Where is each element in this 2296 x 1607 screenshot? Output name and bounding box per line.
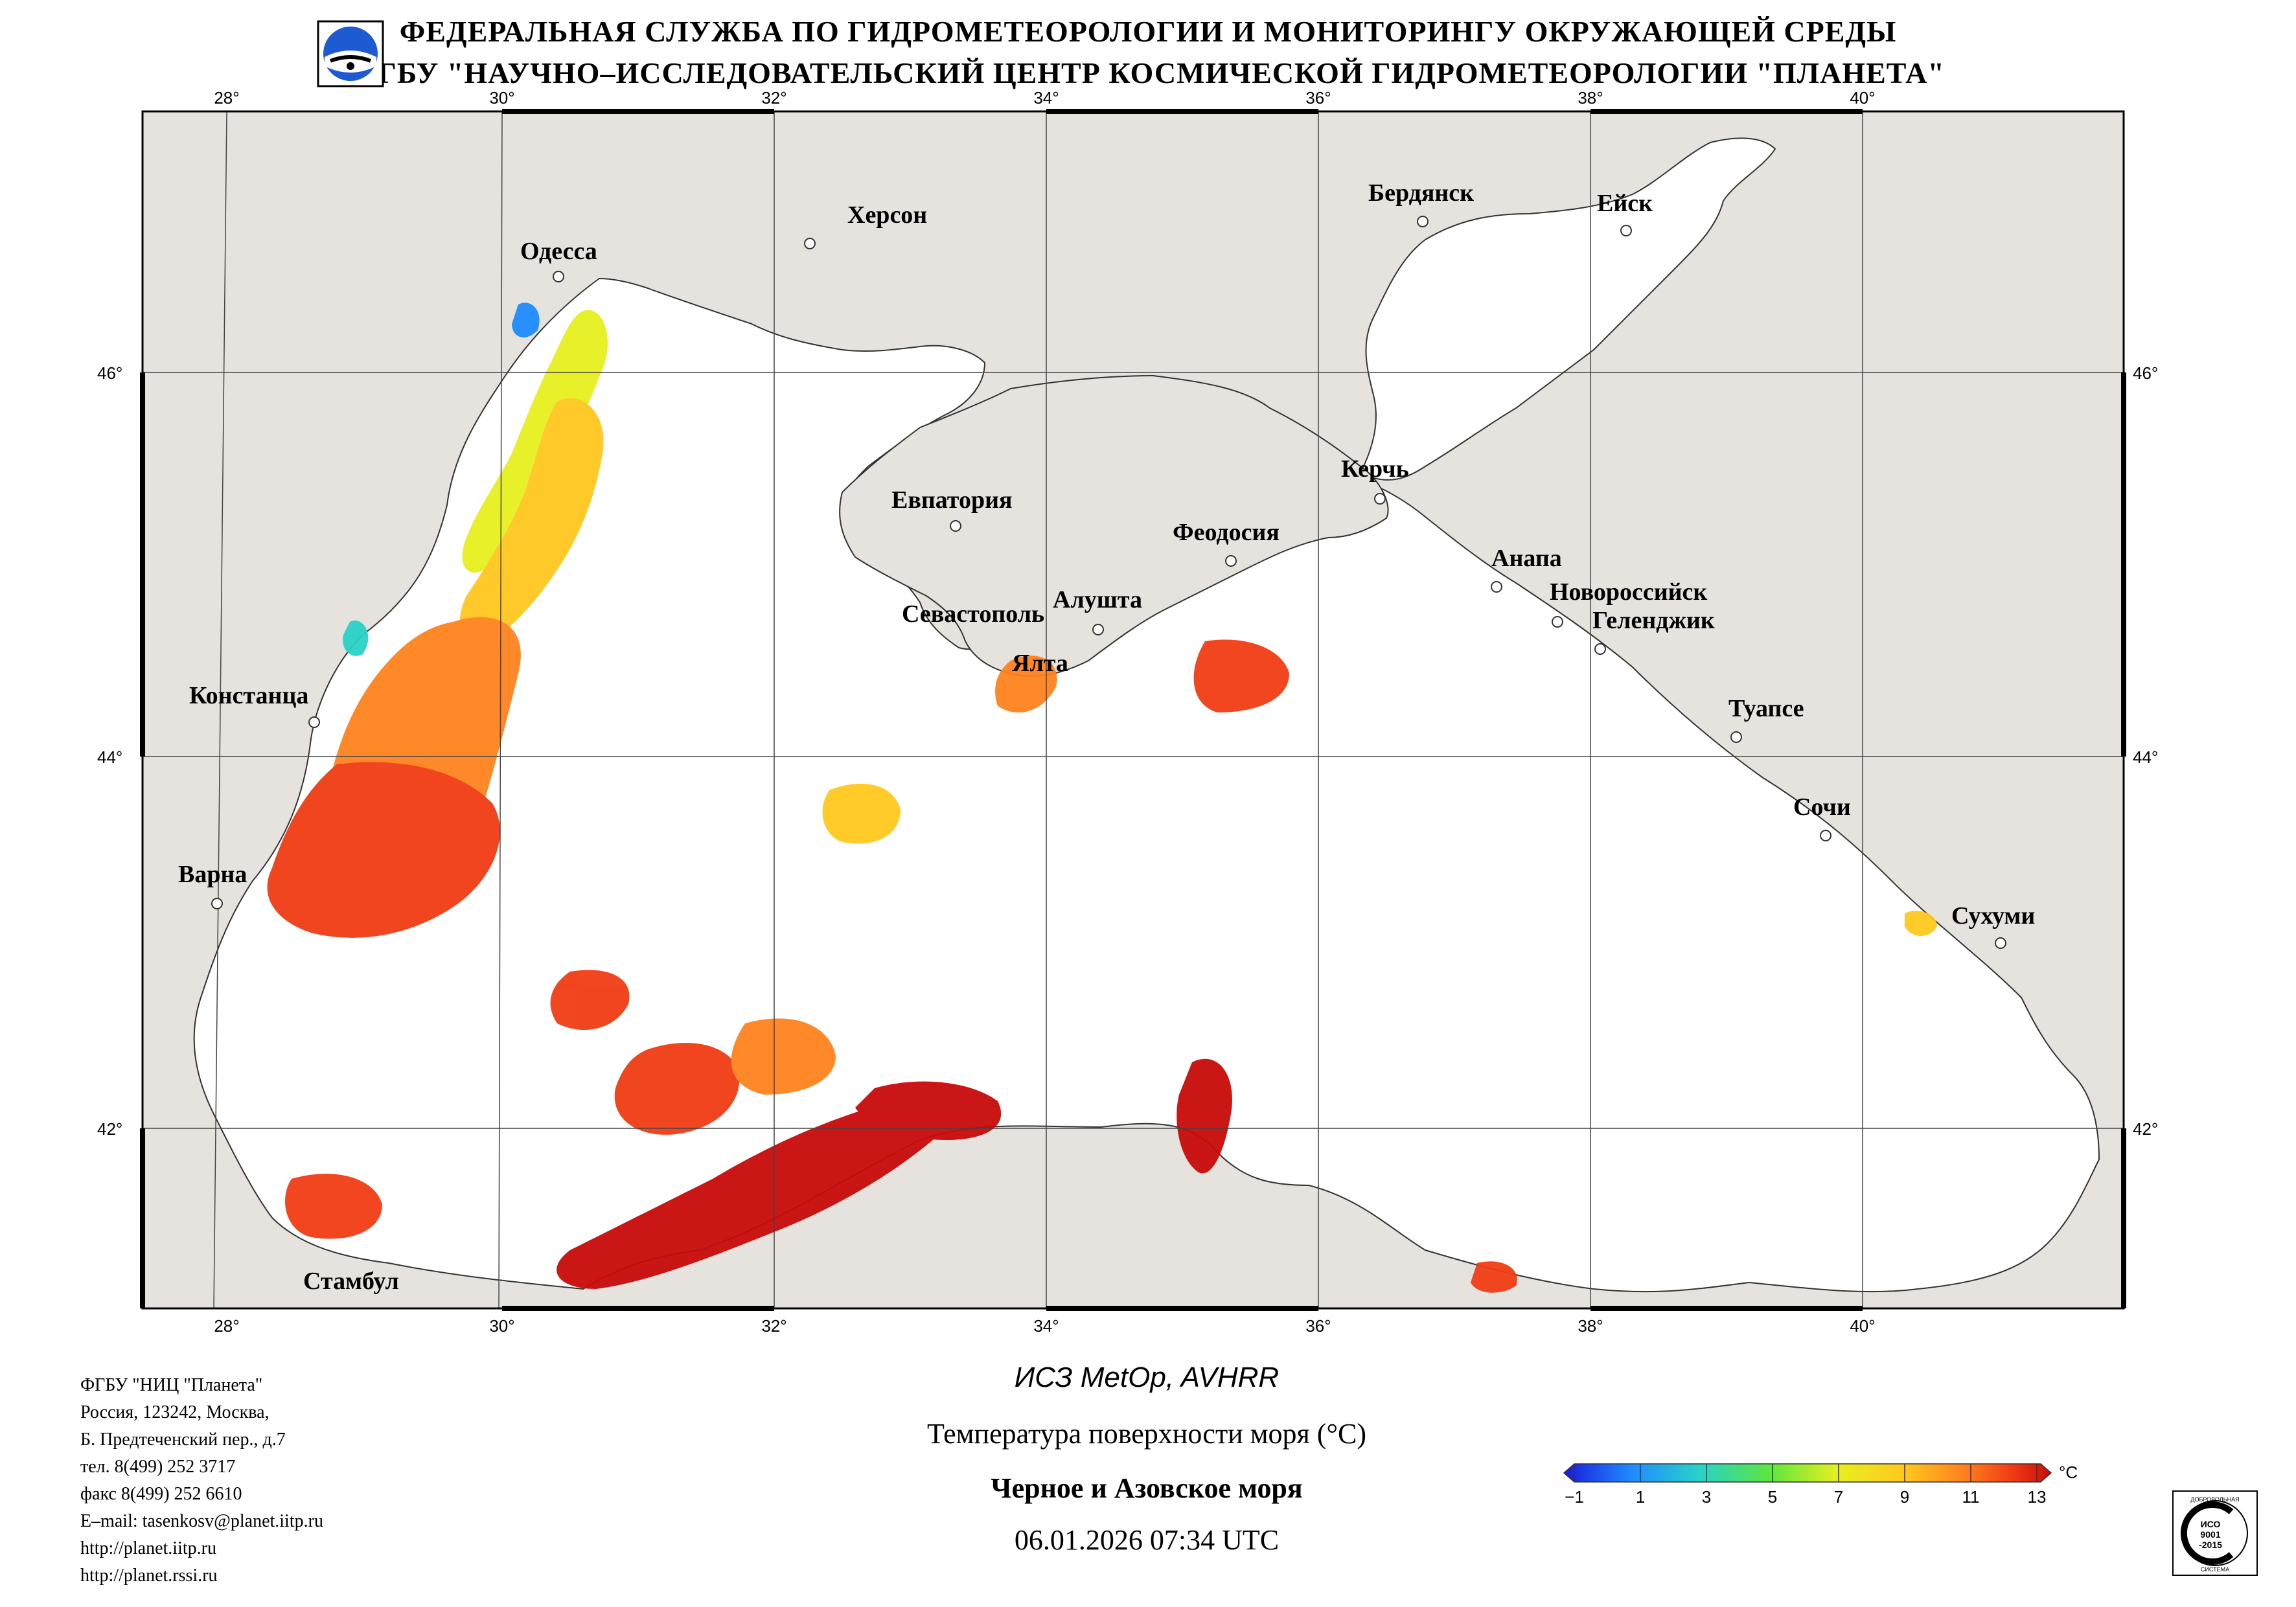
contact-line: http://planet.iitp.ru — [80, 1538, 216, 1558]
colorbar-tick: 13 — [2028, 1487, 2047, 1507]
crimea-peninsula — [839, 374, 1389, 677]
svg-text:-2015: -2015 — [2199, 1540, 2222, 1550]
city-label: Геленджик — [1592, 607, 1715, 634]
sst-patches — [267, 302, 1937, 1293]
city-label: Туапсе — [1728, 695, 1804, 722]
contact-line: факс 8(499) 252 6610 — [80, 1484, 242, 1504]
lat-tick: 44° — [97, 747, 122, 767]
colorbar-tick: 7 — [1834, 1487, 1843, 1507]
city-label: Сочи — [1793, 793, 1851, 821]
lon-tick: 40° — [1850, 88, 1875, 108]
lon-tick: 36° — [1305, 1316, 1331, 1336]
contact-line: http://planet.rssi.ru — [80, 1566, 218, 1586]
colorbar-unit: °C — [2059, 1463, 2078, 1482]
city-label: Сухуми — [1951, 902, 2035, 929]
contact-line: ФГБУ "НИЦ "Планета" — [80, 1375, 263, 1395]
svg-text:СИСТЕМА: СИСТЕМА — [2201, 1566, 2229, 1573]
city-label: Евпатория — [891, 486, 1013, 514]
header-line-1: ФЕДЕРАЛЬНАЯ СЛУЖБА ПО ГИДРОМЕТЕОРОЛОГИИ … — [399, 15, 1897, 48]
svg-text:ДОБРОВОЛЬНАЯ: ДОБРОВОЛЬНАЯ — [2190, 1496, 2239, 1503]
frame-bars — [140, 109, 2126, 1311]
lon-tick: 36° — [1305, 88, 1331, 108]
lat-tick: 46° — [2133, 363, 2158, 383]
city-label: Анапа — [1491, 545, 1562, 572]
lat-tick: 42° — [2133, 1119, 2158, 1139]
lon-tick: 28° — [214, 88, 239, 108]
city-label: Бердянск — [1368, 179, 1474, 207]
lon-tick: 38° — [1578, 1316, 1603, 1336]
lon-tick: 34° — [1033, 1316, 1059, 1336]
lon-ticks-bottom: 28° 30° 32° 34° 36° 38° 40° — [214, 1316, 1875, 1336]
city-label: Варна — [178, 861, 247, 888]
graticule — [143, 111, 2124, 1308]
lon-tick: 40° — [1850, 1316, 1875, 1336]
lon-tick: 30° — [489, 88, 514, 108]
lat-tick: 42° — [97, 1119, 122, 1139]
colorbar: −1 1 3 5 7 9 11 13 °C — [1563, 1463, 2078, 1507]
contact-line: E–mail: tasenkosv@planet.iitp.ru — [80, 1511, 323, 1531]
colorbar-tick: −1 — [1565, 1487, 1584, 1507]
lon-tick: 34° — [1033, 88, 1059, 108]
iso-certification-badge-icon: ДОБРОВОЛЬНАЯ ИСО 9001 -2015 СИСТЕМА — [2172, 1490, 2258, 1576]
header-line-2: ФГБУ "НАУЧНО–ИССЛЕДОВАТЕЛЬСКИЙ ЦЕНТР КОС… — [351, 56, 1945, 89]
svg-text:9001: 9001 — [2200, 1529, 2220, 1540]
city-label: Херсон — [847, 201, 927, 229]
lat-tick: 44° — [2133, 747, 2158, 767]
lon-tick: 32° — [761, 88, 786, 108]
city-label: Ялта — [1012, 650, 1068, 677]
city-label: Севастополь — [902, 600, 1044, 628]
city-label: Новороссийск — [1550, 578, 1707, 606]
svg-text:ИСО: ИСО — [2201, 1519, 2221, 1529]
contact-info: ФГБУ "НИЦ "Планета" Россия, 123242, Моск… — [80, 1372, 323, 1590]
lon-tick: 28° — [214, 1316, 239, 1336]
city-label: Алушта — [1053, 586, 1142, 613]
city-label: Стамбул — [303, 1268, 399, 1295]
lon-tick: 38° — [1578, 88, 1603, 108]
lat-tick: 46° — [97, 363, 122, 383]
parameter-label: Температура поверхности моря (°C) — [926, 1418, 1367, 1450]
satellite-label: ИСЗ MetOp, AVHRR — [1014, 1362, 1280, 1393]
lon-ticks-top: 28° 30° 32° 34° 36° 38° 40° — [214, 88, 1875, 108]
colorbar-tick: 9 — [1900, 1487, 1909, 1507]
planeta-logo-icon — [317, 20, 384, 87]
lat-ticks: 46° 44° 42° 46° 44° 42° — [97, 363, 2158, 1139]
region-label: Черное и Азовское моря — [991, 1472, 1303, 1504]
contact-line: тел. 8(499) 252 3717 — [80, 1457, 236, 1477]
contact-line: Б. Предтеченский пер., д.7 — [80, 1430, 286, 1450]
datetime-label: 06.01.2026 07:34 UTC — [1014, 1524, 1280, 1556]
city-label: Керчь — [1341, 455, 1409, 483]
lon-tick: 32° — [761, 1316, 786, 1336]
lon-tick: 30° — [489, 1316, 514, 1336]
colorbar-tick: 5 — [1768, 1487, 1777, 1507]
colorbar-tick: 11 — [1962, 1487, 1980, 1507]
contact-line: Россия, 123242, Москва, — [80, 1402, 270, 1422]
colorbar-tick: 1 — [1636, 1487, 1645, 1507]
city-label: Констанца — [189, 682, 308, 709]
city-labels: Одесса Херсон Бердянск Ейск Евпатория Ке… — [178, 179, 2035, 1295]
colorbar-tick: 3 — [1702, 1487, 1711, 1507]
azov-sea — [1359, 137, 1776, 481]
city-label: Одесса — [520, 238, 597, 265]
city-markers — [211, 216, 2006, 949]
city-label: Ейск — [1597, 190, 1653, 217]
city-label: Феодосия — [1173, 519, 1280, 546]
